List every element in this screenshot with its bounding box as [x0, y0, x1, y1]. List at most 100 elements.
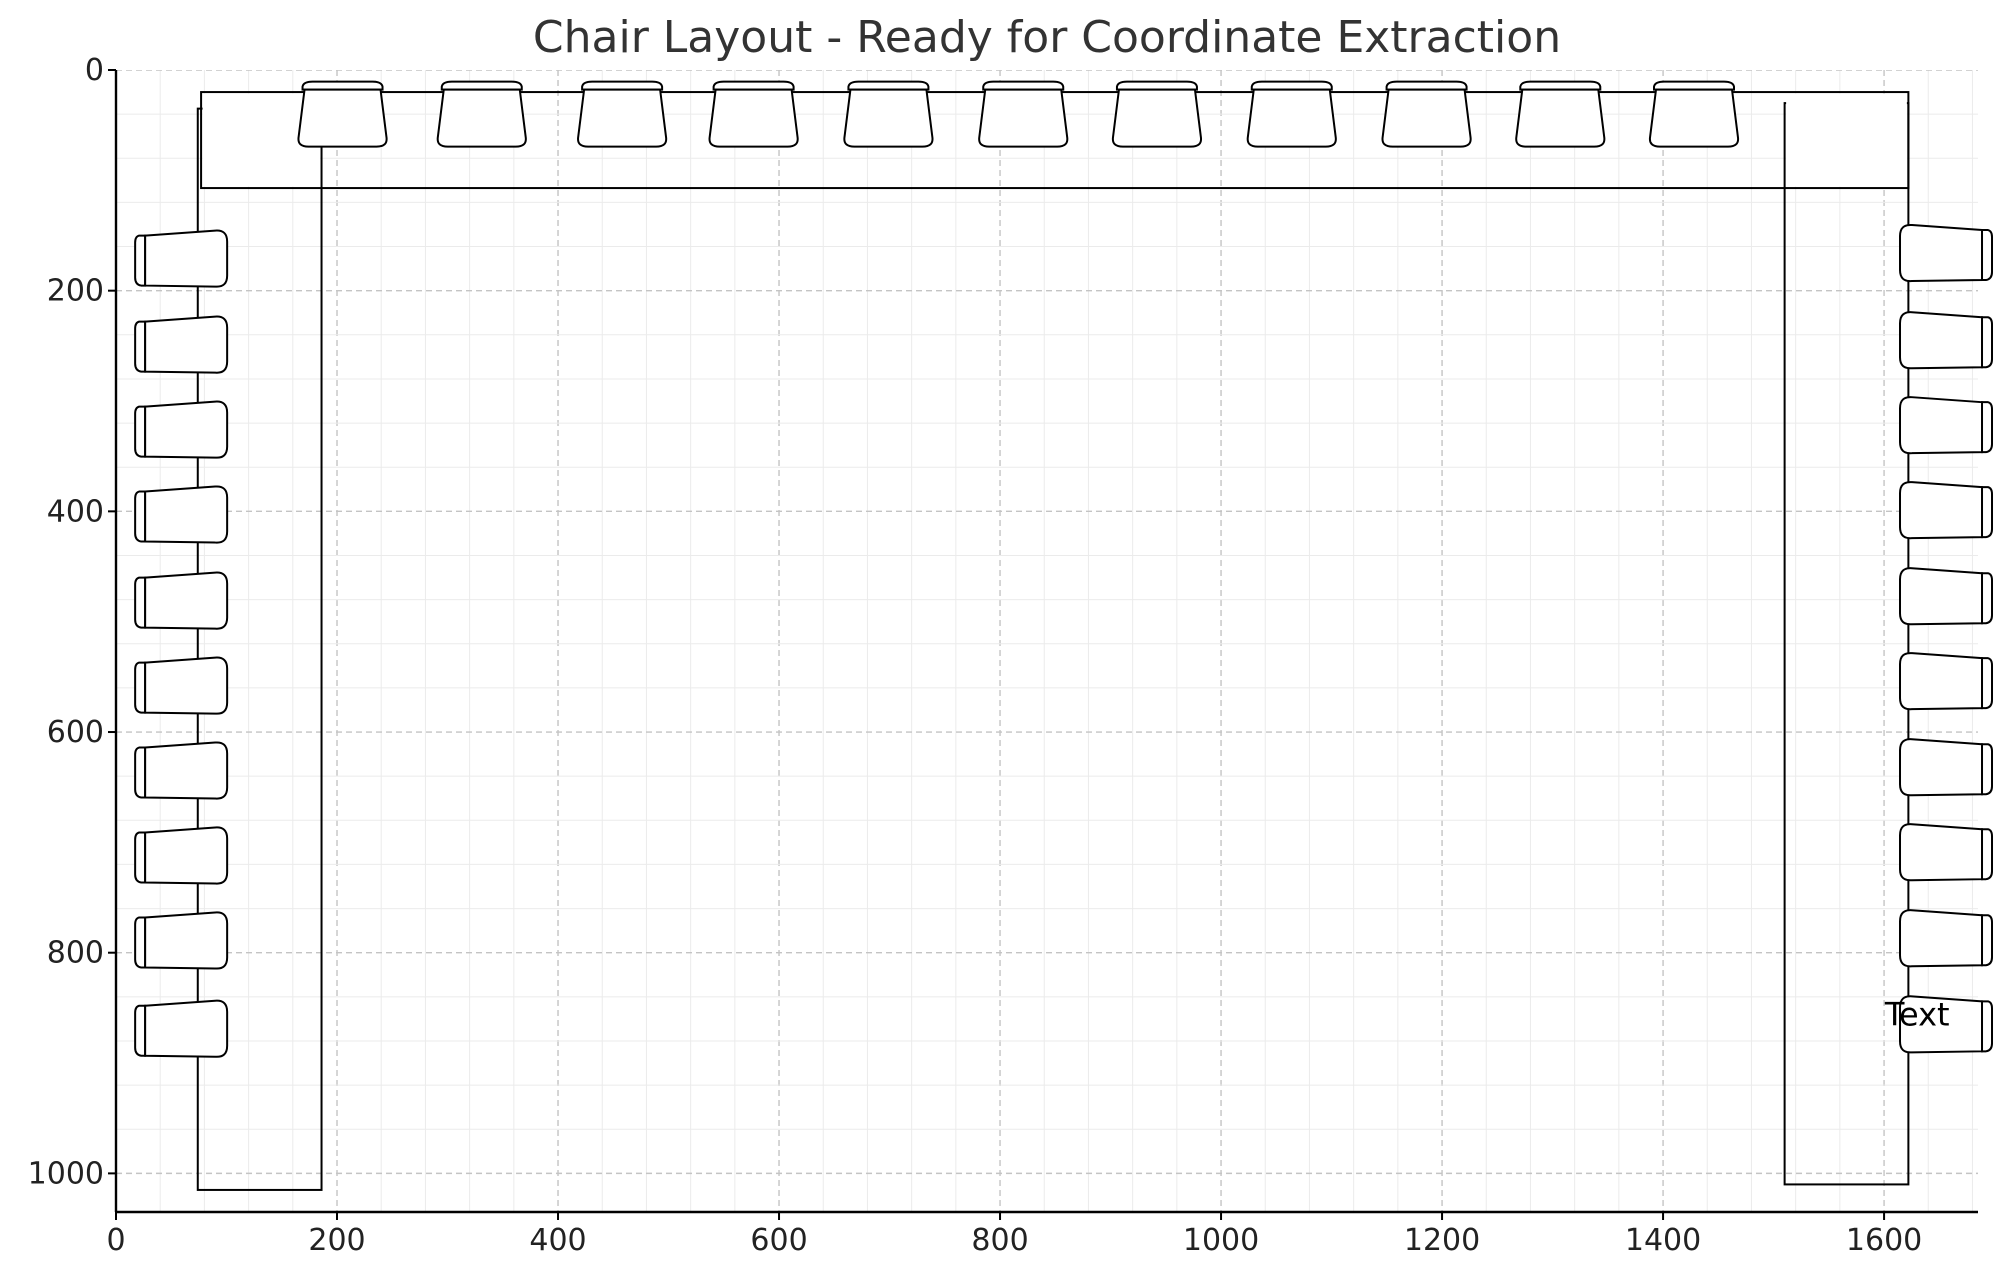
chair-left: [134, 485, 229, 544]
axes: 0 200 400 600 800 1000 1200 1400 1600 0 200 400 600 8…: [28, 53, 1978, 1258]
chair-right: [1899, 909, 1994, 968]
chair-back: [1115, 80, 1198, 91]
chair-back: [847, 80, 930, 91]
chair-top: [577, 80, 668, 148]
chair-back: [134, 320, 147, 373]
chair-back: [134, 490, 147, 543]
chair-seat: [1381, 88, 1472, 148]
x-tick-label: 0: [106, 1223, 125, 1258]
y-tick-label: 400: [47, 494, 104, 529]
chair-seat: [1648, 88, 1740, 148]
chair-seat: [1246, 88, 1337, 148]
chair-back: [134, 661, 147, 714]
x-tick-label: 1400: [1625, 1223, 1701, 1258]
y-tick-label: 200: [47, 274, 104, 309]
y-tick-label: 600: [47, 715, 104, 750]
x-tick-label: 1600: [1846, 1223, 1922, 1258]
x-tick-label: 800: [971, 1223, 1028, 1258]
chair-top: [436, 80, 527, 148]
chair-seat: [144, 571, 229, 630]
chair-back: [1981, 743, 1994, 796]
chair-right: [1899, 396, 1994, 455]
chair-left: [134, 400, 229, 459]
chair-seat: [1899, 396, 1984, 455]
chair-back: [1981, 572, 1994, 625]
chair-seat: [1899, 995, 1984, 1054]
chair-seat: [144, 741, 229, 800]
chair-seat: [144, 315, 229, 374]
chair-back: [134, 234, 147, 287]
chair-seat: [144, 656, 229, 715]
chair-top: [1515, 80, 1606, 148]
chair-back: [712, 80, 795, 91]
chair-seat: [1899, 909, 1984, 968]
chair-back: [581, 80, 664, 91]
chair-seat: [144, 485, 229, 544]
chair-seat: [1899, 481, 1984, 540]
chair-back: [1981, 316, 1994, 369]
chair-back: [134, 746, 147, 799]
chair-left: [134, 741, 229, 800]
chairs: [134, 80, 1994, 1058]
x-tick-label: 200: [308, 1223, 365, 1258]
chair-seat: [144, 911, 229, 970]
x-tick-label: 400: [529, 1223, 586, 1258]
chair-seat: [577, 88, 668, 148]
chair-top: [1111, 80, 1203, 148]
chair-back: [982, 80, 1065, 91]
annotations: Text: [1884, 995, 1950, 1033]
chair-back: [1385, 80, 1468, 91]
table-overlap-mask: [1786, 93, 1907, 187]
chair-seat: [144, 400, 229, 459]
chair-seat: [144, 999, 229, 1058]
chair-seat: [1899, 311, 1984, 370]
chair-left: [134, 911, 229, 970]
chair-right: [1899, 652, 1994, 711]
chair-back: [1981, 828, 1994, 881]
chair-back: [134, 831, 147, 884]
chair-seat: [1899, 652, 1984, 711]
annotation-text: Text: [1884, 995, 1950, 1033]
chair-back: [301, 80, 384, 91]
chair-top: [297, 80, 388, 148]
chair-top: [843, 80, 934, 148]
x-tick-label: 1000: [1183, 1223, 1259, 1258]
tables: [196, 91, 1910, 1191]
x-tick-label: 1200: [1404, 1223, 1480, 1258]
plot-area: [116, 70, 1978, 1212]
chair-back: [1519, 80, 1602, 91]
chair-right: [1899, 823, 1994, 882]
chair-top: [1648, 80, 1740, 148]
chair-back: [134, 916, 147, 969]
chair-seat: [144, 229, 229, 288]
chair-back: [1981, 486, 1994, 539]
chair-back: [1981, 1000, 1994, 1053]
chair-back: [134, 1004, 147, 1057]
chair-right: [1899, 481, 1994, 540]
chair-left: [134, 229, 229, 288]
chair-top: [708, 80, 799, 148]
chair-seat: [1899, 567, 1984, 626]
chair-right: [1899, 311, 1994, 370]
chair-seat: [144, 826, 229, 885]
chair-seat: [843, 88, 934, 148]
chair-back: [1981, 229, 1994, 282]
chair-seat: [1111, 88, 1203, 148]
chair-back: [440, 80, 523, 91]
chair-back: [1981, 657, 1994, 710]
chair-right: [1899, 567, 1994, 626]
chair-back: [1981, 914, 1994, 967]
chair-back: [1653, 80, 1736, 91]
chair-seat: [1899, 738, 1984, 797]
chair-right: [1899, 995, 1994, 1054]
y-tick-label: 0: [85, 53, 104, 88]
chair-seat: [708, 88, 799, 148]
chair-back: [1981, 401, 1994, 454]
y-tick-label: 1000: [28, 1156, 104, 1191]
chair-top: [1381, 80, 1472, 148]
chair-back: [134, 405, 147, 458]
chair-back: [134, 576, 147, 629]
y-tick-label: 800: [47, 936, 104, 971]
chair-seat: [1899, 823, 1984, 882]
chair-seat: [978, 88, 1069, 148]
